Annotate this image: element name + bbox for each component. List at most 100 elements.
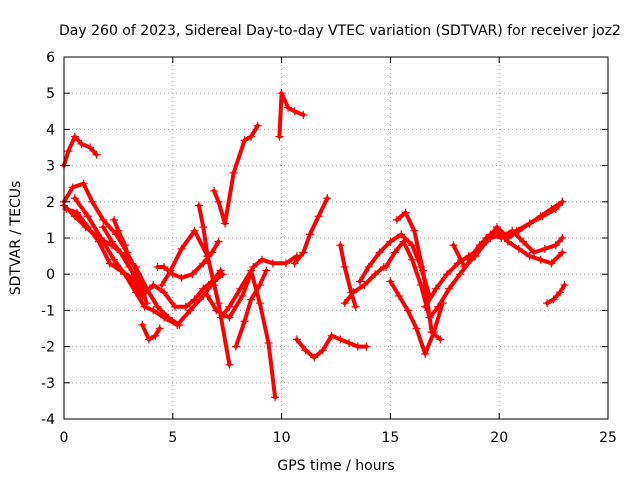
x-tick-label: 0 bbox=[60, 430, 69, 446]
data-point-marker bbox=[292, 335, 301, 344]
data-point-marker bbox=[449, 241, 458, 250]
data-point-marker bbox=[547, 205, 556, 214]
data-point-marker bbox=[419, 266, 428, 275]
data-point-marker bbox=[551, 241, 560, 250]
data-point-marker bbox=[210, 186, 219, 195]
data-point-marker bbox=[160, 288, 169, 297]
series-line bbox=[72, 196, 225, 327]
data-point-marker bbox=[314, 212, 323, 221]
series-line bbox=[384, 239, 473, 320]
data-point-marker bbox=[214, 299, 223, 308]
data-point-marker bbox=[362, 342, 371, 351]
data-point-marker bbox=[445, 284, 454, 293]
series-arc15 bbox=[203, 252, 301, 322]
data-point-marker bbox=[386, 277, 395, 286]
axes: 0 5 10 15 20 25 -4 -3 -2 -1 0 1 2 3 4 5 6 bbox=[41, 50, 617, 446]
x-tick-label: 15 bbox=[381, 430, 399, 446]
series-arc18 bbox=[292, 331, 371, 362]
data-point-marker bbox=[199, 259, 208, 268]
data-point-marker bbox=[493, 226, 502, 235]
data-point-marker bbox=[149, 281, 158, 290]
series-line bbox=[545, 283, 567, 306]
data-point-marker bbox=[249, 262, 258, 271]
data-point-marker bbox=[345, 338, 354, 347]
series-line bbox=[140, 322, 162, 342]
data-point-marker bbox=[475, 241, 484, 250]
data-point-marker bbox=[77, 139, 86, 148]
data-point-marker bbox=[323, 194, 332, 203]
data-point-marker bbox=[125, 255, 134, 264]
data-point-marker bbox=[218, 270, 227, 279]
data-point-marker bbox=[503, 237, 512, 246]
data-point-marker bbox=[364, 262, 373, 271]
data-point-marker bbox=[290, 259, 299, 268]
data-traces bbox=[60, 89, 569, 402]
data-point-marker bbox=[177, 273, 186, 282]
data-point-marker bbox=[318, 346, 327, 355]
data-point-marker bbox=[210, 281, 219, 290]
y-tick-label: 3 bbox=[46, 159, 55, 175]
data-point-marker bbox=[99, 223, 108, 232]
data-point-marker bbox=[231, 342, 240, 351]
data-point-marker bbox=[181, 302, 190, 311]
series-arc27 bbox=[482, 226, 567, 268]
data-point-marker bbox=[310, 353, 319, 362]
data-point-marker bbox=[264, 338, 273, 347]
data-point-marker bbox=[79, 179, 88, 188]
data-point-marker bbox=[144, 335, 153, 344]
data-point-marker bbox=[153, 302, 162, 311]
data-point-marker bbox=[353, 342, 362, 351]
data-point-marker bbox=[225, 302, 234, 311]
data-point-marker bbox=[536, 212, 545, 221]
y-tick-label: 6 bbox=[46, 50, 55, 66]
data-point-marker bbox=[284, 103, 293, 112]
data-point-marker bbox=[390, 248, 399, 257]
y-tick-label: 1 bbox=[46, 231, 55, 247]
data-point-marker bbox=[116, 248, 125, 257]
data-point-marker bbox=[255, 299, 264, 308]
series-arc12 bbox=[210, 121, 262, 228]
data-point-marker bbox=[530, 248, 539, 257]
data-point-marker bbox=[525, 252, 534, 261]
y-tick-label: -4 bbox=[41, 412, 55, 428]
series-arc17 bbox=[290, 194, 332, 268]
y-tick-label: -1 bbox=[41, 303, 55, 319]
data-point-marker bbox=[110, 255, 119, 264]
data-point-marker bbox=[262, 266, 271, 275]
data-point-marker bbox=[340, 299, 349, 308]
series-line bbox=[466, 228, 565, 262]
series-line bbox=[112, 217, 132, 262]
data-point-marker bbox=[160, 262, 169, 271]
data-point-marker bbox=[125, 262, 134, 271]
data-point-marker bbox=[225, 360, 234, 369]
series-line bbox=[155, 239, 221, 280]
data-point-marker bbox=[240, 136, 249, 145]
data-point-marker bbox=[403, 306, 412, 315]
data-point-marker bbox=[151, 331, 160, 340]
data-point-marker bbox=[327, 331, 336, 340]
data-point-marker bbox=[190, 295, 199, 304]
data-point-marker bbox=[214, 237, 223, 246]
data-point-marker bbox=[547, 259, 556, 268]
data-point-marker bbox=[105, 259, 114, 268]
series-line bbox=[484, 228, 565, 266]
data-point-marker bbox=[173, 320, 182, 329]
data-point-marker bbox=[543, 299, 552, 308]
data-point-marker bbox=[107, 237, 116, 246]
data-point-marker bbox=[421, 302, 430, 311]
data-point-marker bbox=[351, 302, 360, 311]
data-point-marker bbox=[408, 255, 417, 264]
data-point-marker bbox=[70, 132, 79, 141]
data-point-marker bbox=[157, 281, 166, 290]
data-point-marker bbox=[558, 234, 567, 242]
data-point-marker bbox=[336, 241, 345, 250]
data-point-marker bbox=[199, 223, 208, 232]
data-point-marker bbox=[190, 226, 199, 235]
data-point-marker bbox=[64, 147, 73, 156]
data-point-marker bbox=[138, 320, 147, 329]
data-point-marker bbox=[268, 259, 277, 268]
data-point-marker bbox=[497, 234, 506, 242]
data-point-marker bbox=[305, 230, 314, 239]
data-point-marker bbox=[421, 349, 430, 358]
data-point-marker bbox=[225, 313, 234, 322]
